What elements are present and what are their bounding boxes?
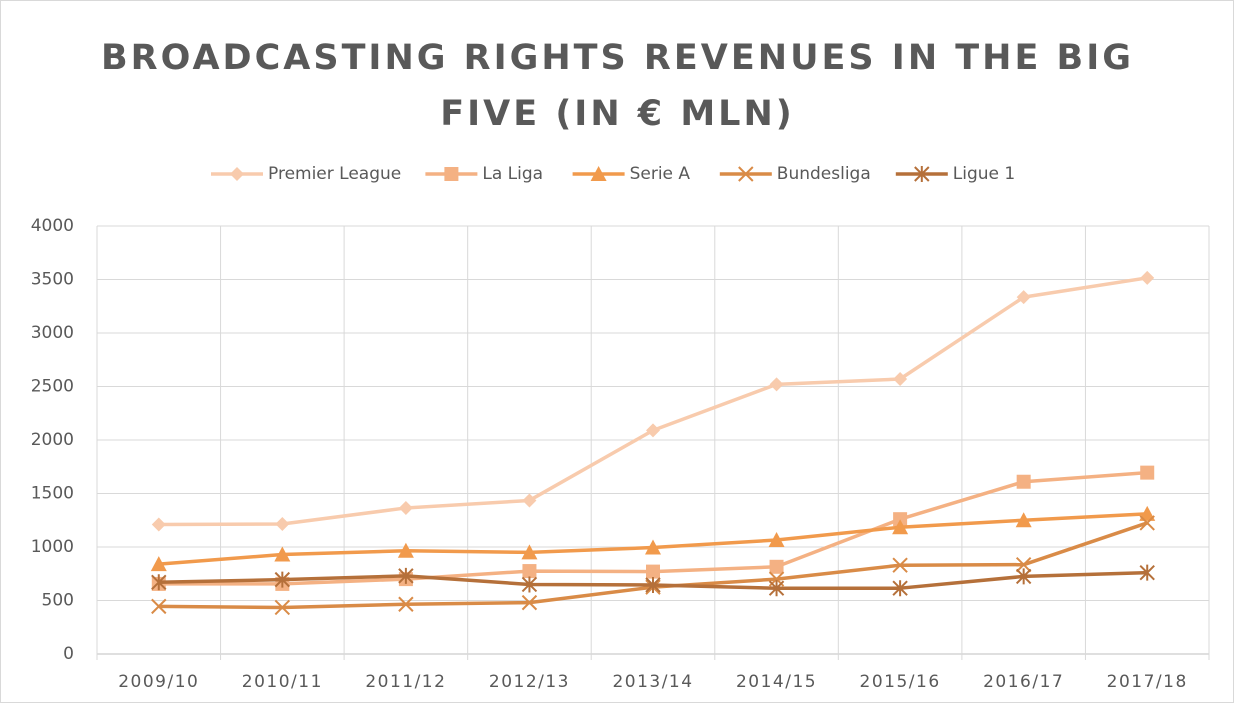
- y-tick-label: 1500: [31, 484, 74, 504]
- point: [151, 517, 166, 532]
- x-tick-label: 2013/14: [612, 672, 693, 692]
- point: [768, 532, 785, 548]
- point: [398, 567, 414, 584]
- point: [892, 519, 909, 535]
- point: [397, 542, 414, 558]
- point: [892, 557, 908, 573]
- point: [1016, 474, 1031, 489]
- y-tick-label: 500: [42, 591, 74, 611]
- point: [892, 580, 908, 597]
- point: [398, 500, 413, 515]
- legend-marker: [230, 167, 244, 181]
- point: [522, 493, 537, 508]
- point: [151, 598, 167, 615]
- legend-label: Premier League: [268, 164, 401, 184]
- point: [645, 539, 661, 555]
- legend-marker: [914, 166, 930, 182]
- point: [1140, 465, 1155, 480]
- point: [646, 423, 660, 438]
- y-tick-label: 3500: [31, 270, 74, 290]
- point: [151, 574, 167, 591]
- point: [893, 372, 908, 387]
- x-tick-label: 2009/10: [118, 672, 199, 692]
- point: [769, 377, 784, 392]
- point: [1015, 512, 1032, 528]
- point: [1016, 290, 1031, 305]
- x-tick-label: 2014/15: [736, 672, 817, 692]
- point: [1139, 515, 1155, 531]
- point: [1015, 568, 1032, 585]
- point: [274, 546, 291, 562]
- point: [769, 559, 784, 574]
- legend-label: La Liga: [482, 164, 543, 184]
- point: [768, 580, 785, 597]
- point: [893, 512, 908, 527]
- point: [275, 516, 290, 531]
- legend-label: Serie A: [630, 164, 691, 184]
- point: [1139, 564, 1155, 581]
- legend-label: Ligue 1: [953, 164, 1015, 184]
- y-tick-label: 4000: [31, 216, 74, 236]
- x-tick-label: 2016/17: [983, 672, 1064, 692]
- point: [1139, 505, 1156, 521]
- legend-label: Bundesliga: [777, 164, 871, 184]
- legend-marker: [590, 166, 607, 181]
- x-tick-label: 2010/11: [242, 672, 323, 692]
- point: [646, 564, 660, 579]
- x-tick-label: 2015/16: [860, 672, 941, 692]
- legend-marker: [444, 167, 459, 181]
- point: [521, 576, 538, 593]
- point: [1015, 556, 1032, 573]
- point: [1140, 270, 1155, 285]
- y-tick-label: 0: [63, 644, 74, 664]
- x-tick-label: 2011/12: [365, 672, 446, 692]
- legend-marker: [738, 166, 754, 182]
- point: [521, 594, 538, 611]
- point: [522, 564, 537, 579]
- point: [274, 599, 291, 616]
- point: [398, 596, 414, 612]
- y-tick-label: 2000: [31, 430, 74, 450]
- y-tick-label: 1000: [31, 537, 74, 557]
- point: [645, 576, 661, 593]
- point: [150, 556, 167, 572]
- x-tick-label: 2017/18: [1107, 672, 1188, 692]
- point: [274, 571, 291, 588]
- y-tick-label: 3000: [31, 323, 74, 343]
- y-tick-label: 2500: [31, 377, 74, 397]
- x-tick-label: 2012/13: [489, 672, 570, 692]
- point: [521, 544, 538, 560]
- chart-title: BROADCASTING RIGHTS REVENUES IN THE BIG …: [101, 38, 1134, 134]
